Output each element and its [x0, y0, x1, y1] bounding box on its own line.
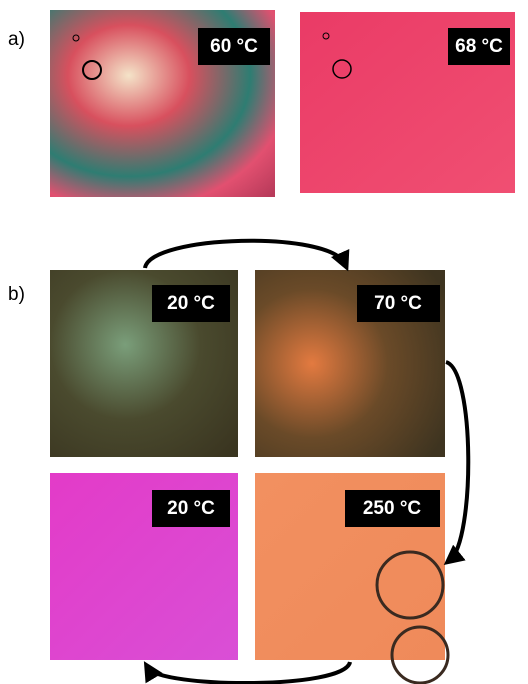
figure: a) 60 °C 68 °C b) 20 °C 70 °C 20 °C 250 …	[0, 0, 528, 684]
temperature-label: 20 °C	[167, 293, 215, 314]
arrow	[446, 362, 468, 560]
temperature-label: 20 °C	[167, 498, 215, 519]
arrow	[148, 662, 350, 683]
panel-label: a)	[8, 29, 25, 50]
temperature-label: 250 °C	[363, 498, 422, 519]
temperature-label: 68 °C	[455, 36, 503, 57]
temperature-label: 60 °C	[210, 36, 258, 57]
panel-label: b)	[8, 284, 25, 305]
arrow	[145, 241, 345, 268]
temperature-label: 70 °C	[374, 293, 422, 314]
